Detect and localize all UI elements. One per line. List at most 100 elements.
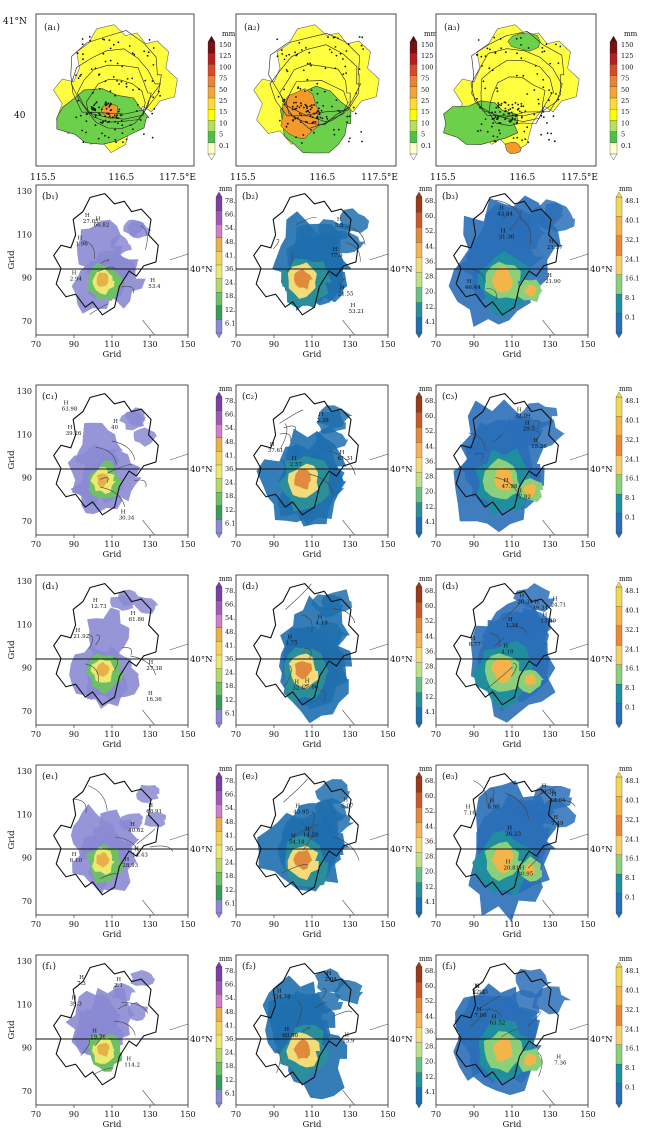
colorbar-cell bbox=[415, 502, 423, 519]
precip-area-low bbox=[535, 798, 577, 828]
station-dot bbox=[306, 110, 309, 112]
max-value: 53.4 bbox=[148, 284, 161, 290]
x-tick-label: 130 bbox=[342, 540, 357, 549]
station-dot bbox=[494, 140, 497, 143]
precip-area-low bbox=[333, 980, 364, 1005]
station-dot bbox=[491, 69, 494, 72]
panel-label: (a₁) bbox=[44, 22, 60, 33]
colorbar-tick: 36.1 bbox=[225, 465, 239, 473]
colorbar-cell bbox=[215, 464, 223, 480]
station-dot bbox=[302, 69, 305, 72]
station-dot bbox=[516, 74, 518, 77]
station-dot bbox=[514, 118, 516, 120]
station-dot bbox=[520, 115, 523, 118]
precip-area-low bbox=[510, 220, 547, 247]
station-dot bbox=[101, 122, 104, 124]
district-line bbox=[470, 1007, 491, 1027]
station-dot bbox=[278, 119, 281, 122]
district-line bbox=[100, 259, 110, 264]
station-dot bbox=[121, 132, 124, 135]
station-dot bbox=[122, 141, 124, 144]
colorbar-tick: 20.1 bbox=[425, 678, 439, 686]
province-line bbox=[142, 519, 155, 536]
max-marker: H bbox=[305, 826, 310, 832]
station-dot bbox=[282, 100, 284, 102]
max-value: 19.76 bbox=[90, 1034, 106, 1040]
station-dot bbox=[524, 110, 527, 113]
station-dot bbox=[527, 47, 530, 49]
station-dot bbox=[486, 130, 489, 133]
max-value: 1.96 bbox=[75, 241, 88, 247]
precip-area-low bbox=[314, 797, 350, 823]
max-marker: H bbox=[340, 450, 345, 456]
max-marker: H bbox=[466, 805, 471, 811]
x-tick-label: 130 bbox=[542, 920, 557, 929]
colorbar-cell bbox=[215, 224, 223, 239]
colorbar-tick: 52.1 bbox=[425, 427, 439, 435]
station-dot bbox=[310, 89, 313, 91]
station-dot bbox=[148, 39, 151, 41]
max-marker: H bbox=[131, 611, 136, 617]
max-marker: H bbox=[270, 442, 275, 448]
colorbar-cell bbox=[215, 210, 223, 225]
station-dot bbox=[90, 106, 93, 109]
colorbar-tick: 75 bbox=[421, 75, 429, 83]
station-dot bbox=[151, 112, 154, 115]
station-dot bbox=[514, 102, 517, 104]
x-tick-label: 150 bbox=[380, 340, 395, 349]
max-marker: H bbox=[471, 636, 476, 642]
colorbar-tick: 6.1 bbox=[225, 319, 235, 327]
colorbar-cell bbox=[615, 664, 623, 685]
contour-line bbox=[480, 59, 554, 122]
district-line bbox=[548, 799, 576, 807]
station-dot bbox=[280, 49, 283, 51]
district-line bbox=[149, 845, 174, 852]
colorbar-arrow-top bbox=[215, 191, 223, 198]
station-dot bbox=[342, 73, 345, 75]
colorbar-cell bbox=[615, 986, 623, 1007]
station-dot bbox=[318, 113, 321, 116]
colorbar-tick: 40.1 bbox=[625, 796, 639, 804]
max-marker: H bbox=[130, 822, 135, 828]
x-axis-label: Grid bbox=[502, 550, 522, 560]
station-dot bbox=[286, 122, 289, 125]
max-marker: H bbox=[504, 478, 509, 484]
colorbar-cell bbox=[215, 858, 223, 873]
station-dot bbox=[86, 112, 88, 115]
max-value: 14.20 bbox=[303, 832, 319, 838]
contour-line bbox=[470, 48, 563, 117]
colorbar-unit: mm bbox=[619, 185, 633, 193]
colorbar-cell bbox=[415, 882, 423, 899]
district-line bbox=[502, 213, 510, 219]
colorbar-cell bbox=[415, 981, 423, 998]
colorbar-tick: 24.1 bbox=[625, 255, 639, 263]
station-dot bbox=[82, 53, 84, 56]
station-dot bbox=[139, 119, 142, 121]
max-marker: H bbox=[96, 217, 101, 223]
precip-area-peak bbox=[293, 269, 313, 290]
x-tick-label: 130 bbox=[142, 730, 157, 739]
max-marker: H bbox=[556, 1055, 561, 1061]
colorbar-cell bbox=[415, 867, 423, 884]
precip-area-low bbox=[110, 234, 132, 255]
colorbar-cell bbox=[615, 1063, 623, 1085]
station-dot bbox=[299, 87, 302, 90]
max-marker: H bbox=[552, 792, 557, 798]
panel-label: (b₂) bbox=[242, 191, 258, 202]
y-tick-label: 130 bbox=[17, 957, 32, 966]
x-tick-label: 70 bbox=[231, 340, 241, 349]
max-value: 7.49 bbox=[551, 821, 564, 827]
province-line bbox=[142, 319, 155, 336]
colorbar-cell bbox=[615, 854, 623, 875]
colorbar-cell bbox=[615, 966, 623, 987]
colorbar-tick: 52.1 bbox=[425, 617, 439, 625]
station-dot bbox=[305, 104, 308, 107]
max-marker: H bbox=[337, 217, 342, 223]
station-dot bbox=[115, 141, 117, 144]
district-line bbox=[502, 600, 522, 621]
colorbar-tick: 24.1 bbox=[225, 859, 239, 867]
precip-area-low bbox=[118, 589, 143, 607]
max-value: 54.14 bbox=[289, 840, 305, 846]
district-line bbox=[534, 420, 540, 431]
